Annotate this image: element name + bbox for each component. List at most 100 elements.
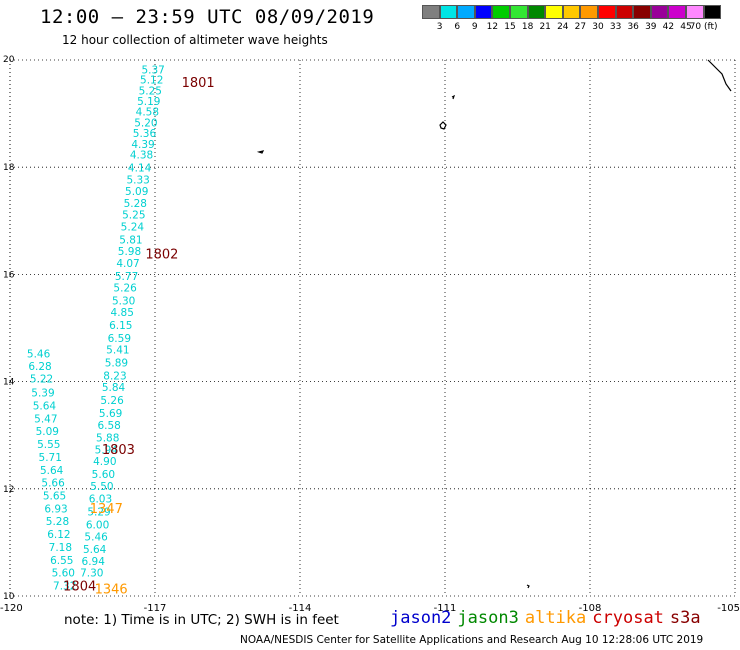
- wave-height-value: 5.09: [125, 186, 148, 198]
- island-shape: [451, 94, 456, 100]
- wave-height-value: 5.77: [115, 271, 138, 283]
- island-shape: [526, 584, 530, 589]
- wave-height-value: 5.25: [139, 85, 162, 97]
- wave-height-value: 5.65: [43, 491, 66, 503]
- orbit-time-marker: 1347: [90, 502, 123, 517]
- x-tick-label: -114: [289, 603, 312, 614]
- wave-height-value: 7.32: [53, 581, 76, 593]
- legend-label: 39: [645, 22, 657, 32]
- wave-height-value: 6.94: [82, 556, 106, 568]
- wave-height-value: 5.64: [40, 465, 64, 477]
- satellite-label: s3a: [669, 608, 701, 628]
- wave-height-value: 5.46: [27, 348, 51, 360]
- x-tick-label: -117: [144, 603, 167, 614]
- wave-height-value: 5.94: [95, 444, 119, 456]
- legend-label: 24: [557, 22, 569, 32]
- wave-height-value: 6.58: [97, 420, 120, 432]
- wave-height-value: 5.81: [119, 234, 142, 246]
- wave-height-value: 5.64: [83, 544, 107, 556]
- wave-height-value: 5.20: [134, 117, 157, 129]
- orbit-time-marker: 1803: [102, 443, 135, 458]
- legend-swatch: [492, 5, 510, 19]
- wave-height-value: 5.55: [37, 439, 60, 451]
- satellite-legend: jason2 jason3 altika cryosat s3a: [390, 608, 707, 628]
- wave-height-value: 5.33: [126, 174, 149, 186]
- wave-height-value: 5.69: [99, 408, 122, 420]
- page-title: 12:00 – 23:59 UTC 08/09/2019: [40, 6, 375, 28]
- y-tick-label: 20: [3, 55, 15, 65]
- y-tick-label: 18: [3, 163, 15, 173]
- wave-height-value: 5.09: [36, 426, 59, 438]
- wave-height-value: 5.88: [96, 433, 119, 445]
- legend-label: 21: [539, 22, 551, 32]
- legend-label: 70 (ft): [689, 22, 718, 32]
- page-subtitle: 12 hour collection of altimeter wave hei…: [62, 33, 328, 47]
- wave-height-value: 5.50: [90, 481, 113, 493]
- wave-height-value: 7.18: [49, 542, 72, 554]
- wave-height-value: 5.37: [141, 64, 164, 76]
- x-tick-label: -120: [0, 603, 23, 614]
- legend-label: 15: [504, 22, 516, 32]
- wave-height-value: 5.36: [133, 128, 157, 140]
- y-tick-label: 12: [3, 485, 14, 495]
- legend-swatch: [597, 5, 616, 19]
- legend-label: 12: [486, 22, 499, 32]
- legend-swatch: [457, 5, 475, 19]
- x-tick-label: -108: [579, 603, 602, 614]
- orbit-time-marker: 1804: [63, 580, 96, 595]
- wave-height-value: 6.55: [50, 555, 73, 567]
- wave-height-value: 5.60: [92, 469, 115, 481]
- y-tick-label: 14: [3, 378, 15, 388]
- wave-height-value: 6.59: [108, 333, 131, 345]
- wave-height-value: 5.30: [112, 295, 135, 307]
- wave-height-value: 5.26: [113, 283, 137, 295]
- wave-height-value: 4.90: [93, 456, 116, 468]
- legend-swatch: [439, 5, 458, 19]
- wave-height-value: 6.15: [109, 320, 132, 332]
- legend-swatch: [615, 5, 634, 19]
- wave-height-value: 8.23: [103, 370, 126, 382]
- wave-height-value: 4.85: [111, 307, 134, 319]
- wave-height-value: 6.93: [44, 503, 67, 515]
- orbit-time-marker: 1802: [145, 247, 178, 262]
- wave-height-value: 5.39: [31, 388, 54, 400]
- credit-line: NOAA/NESDIS Center for Satellite Applica…: [240, 634, 704, 646]
- wave-height-value: 5.41: [106, 345, 129, 357]
- legend-swatch: [633, 5, 651, 19]
- legend-swatch: [509, 5, 528, 19]
- wave-height-value: 5.28: [46, 516, 69, 528]
- legend-label: 36: [627, 22, 639, 32]
- legend-swatch: [703, 5, 722, 19]
- y-tick-label: 16: [3, 270, 15, 280]
- wave-height-value: 6.00: [86, 519, 109, 531]
- wave-height-value: 5.26: [100, 395, 124, 407]
- wave-height-value: 5.22: [30, 374, 53, 386]
- wave-height-value: 5.28: [124, 198, 147, 210]
- satellite-label: jason2: [390, 608, 452, 628]
- wave-height-value: 5.89: [105, 358, 128, 370]
- wave-height-value: 6.12: [47, 529, 70, 541]
- x-tick-label: -105: [717, 603, 740, 614]
- wave-height-value: 7.30: [80, 568, 103, 580]
- wave-height-value: 5.71: [39, 452, 62, 464]
- legend-swatch: [650, 5, 669, 19]
- wave-height-value: 5.47: [34, 413, 57, 425]
- legend-swatch: [545, 5, 563, 19]
- legend-label: 27: [574, 22, 587, 32]
- legend-label: 18: [521, 22, 534, 32]
- wave-height-value: 4.39: [131, 139, 154, 151]
- wave-height-value: 5.98: [118, 246, 141, 258]
- legend-swatch: [474, 5, 493, 19]
- legend-swatch: [580, 5, 598, 19]
- wave-height-value: 4.07: [116, 258, 139, 270]
- wave-height-value: 5.64: [33, 400, 57, 412]
- legend-label: 30: [592, 22, 604, 32]
- legend-label: 45: [680, 22, 692, 32]
- wave-height-value: 4.58: [136, 107, 159, 119]
- island-shape: [439, 121, 447, 130]
- legend-label: 6: [454, 22, 461, 32]
- coastline-segment: [707, 59, 732, 92]
- map-grid: [9, 59, 736, 597]
